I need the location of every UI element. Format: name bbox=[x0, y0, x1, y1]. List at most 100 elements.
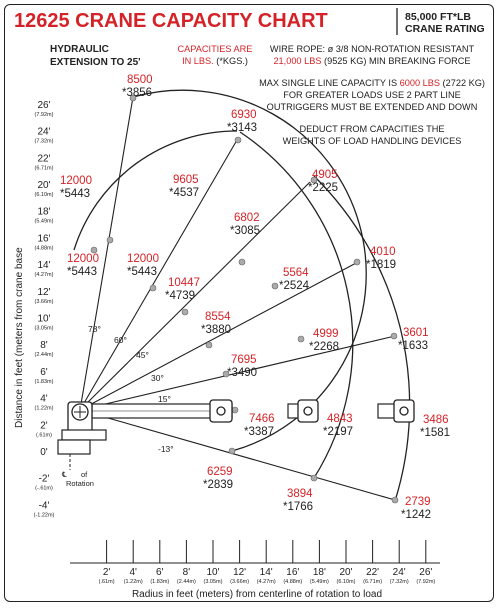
y-tick-metric: (-.61m) bbox=[35, 486, 53, 492]
capacity-kg: *2524 bbox=[279, 280, 310, 292]
capacity-label: 8554 *3880 bbox=[201, 311, 231, 336]
node bbox=[310, 474, 318, 482]
capacity-kg: *3085 bbox=[230, 225, 260, 237]
node bbox=[205, 341, 213, 349]
node bbox=[391, 496, 399, 504]
y-tick-label: 14' bbox=[37, 260, 50, 271]
angle-label-neg13: -13° bbox=[158, 444, 174, 454]
boom-section-1 bbox=[91, 399, 233, 423]
reach-arc-4 bbox=[313, 175, 411, 502]
y-tick-metric: (1.83m) bbox=[35, 379, 54, 385]
node bbox=[181, 308, 189, 316]
capacities-note-line-1: CAPACITIES ARE bbox=[178, 44, 253, 54]
capacity-kg: *3387 bbox=[244, 426, 274, 438]
x-tick-label: 22' bbox=[366, 567, 379, 578]
node bbox=[353, 258, 361, 266]
capacity-kg: *2225 bbox=[308, 182, 338, 194]
y-tick-metric: (3.66m) bbox=[35, 299, 54, 305]
y-tick-metric: (5.49m) bbox=[35, 219, 54, 225]
x-axis-label: Radius in feet (meters) from centerline … bbox=[132, 589, 382, 600]
y-tick-metric: (6.10m) bbox=[35, 192, 54, 198]
capacity-lbs: 10447 bbox=[168, 277, 200, 289]
angle-ray-60 bbox=[79, 139, 238, 411]
node bbox=[231, 406, 239, 414]
y-tick-label: 6' bbox=[40, 367, 48, 378]
capacity-label: 6930 *3143 bbox=[227, 109, 257, 134]
y-tick-label: 20' bbox=[37, 180, 50, 191]
capacity-label: 3894 *1766 bbox=[283, 488, 313, 513]
angle-label-15: 15° bbox=[158, 394, 171, 404]
y-axis-ticks: 26'(7.92m) 24'(7.32m) 22'(6.71m) 20'(6.10m)… bbox=[34, 100, 55, 519]
angle-ray-45 bbox=[79, 181, 311, 411]
capacity-lbs: 9605 bbox=[173, 174, 199, 186]
x-tick-metric: (3.66m) bbox=[230, 579, 249, 585]
node bbox=[129, 94, 137, 102]
boom-section-3 bbox=[377, 399, 415, 423]
y-tick-metric: (.61m) bbox=[36, 432, 52, 438]
y-tick-label: -4' bbox=[39, 500, 50, 511]
rotation-label: Rotation bbox=[66, 479, 94, 488]
capacity-kg: *3880 bbox=[201, 324, 231, 336]
angle-label-60: 60° bbox=[114, 335, 127, 345]
y-tick-metric: (7.32m) bbox=[35, 139, 54, 145]
node bbox=[390, 332, 398, 340]
capacity-lbs: 4905 bbox=[312, 169, 338, 181]
y-tick-label: 16' bbox=[37, 233, 50, 244]
x-tick-label: 14' bbox=[260, 567, 273, 578]
capacity-label: 2739 *1242 bbox=[401, 496, 431, 521]
capacity-lbs: 4843 bbox=[327, 413, 353, 425]
capacity-label: 4010 *1819 bbox=[366, 246, 396, 271]
node bbox=[228, 447, 236, 455]
capacity-label: 12000 *5443 bbox=[127, 253, 159, 278]
x-tick-label: 26' bbox=[419, 567, 432, 578]
x-tick-metric: (6.71m) bbox=[363, 579, 382, 585]
angle-ray-78 bbox=[79, 96, 134, 411]
x-tick-metric: (5.49m) bbox=[310, 579, 329, 585]
max-line-capacity: MAX SINGLE LINE CAPACITY IS 6000 LBS (27… bbox=[259, 78, 485, 88]
capacity-kg: *1242 bbox=[401, 509, 431, 521]
x-tick-metric: (4.88m) bbox=[283, 579, 302, 585]
capacity-label: 8500 *3856 bbox=[122, 74, 153, 99]
angle-label-45: 45° bbox=[136, 350, 149, 360]
x-tick-label: 2' bbox=[103, 567, 111, 578]
capacity-lbs: 3486 bbox=[423, 414, 449, 426]
reach-arc-3 bbox=[239, 131, 354, 479]
greater-loads-note: FOR GREATER LOADS USE 2 PART LINE bbox=[283, 90, 461, 100]
y-tick-metric: (2.44m) bbox=[35, 352, 54, 358]
x-tick-label: 20' bbox=[339, 567, 352, 578]
capacity-kg: *4739 bbox=[165, 290, 195, 302]
x-tick-metric: (.61m) bbox=[99, 579, 115, 585]
capacity-lbs: 8500 bbox=[127, 74, 153, 86]
capacity-lbs: 6930 bbox=[231, 109, 257, 121]
y-tick-label: 8' bbox=[40, 340, 48, 351]
x-tick-label: 10' bbox=[206, 567, 219, 578]
chart-title: 12625 CRANE CAPACITY CHART bbox=[14, 10, 328, 32]
x-tick-label: 8' bbox=[183, 567, 191, 578]
capacity-lbs: 12000 bbox=[67, 253, 99, 265]
node bbox=[297, 335, 305, 343]
deduct-note-line-1: DEDUCT FROM CAPACITIES THE bbox=[300, 124, 445, 134]
boom-angle-rays bbox=[79, 96, 396, 501]
y-tick-label: 2' bbox=[40, 420, 48, 431]
capacity-kg: *1581 bbox=[420, 427, 450, 439]
x-tick-metric: (6.10m) bbox=[337, 579, 356, 585]
capacity-label: 12000 *5443 bbox=[67, 253, 99, 278]
deduct-note-line-2: WEIGHTS OF LOAD HANDLING DEVICES bbox=[283, 136, 462, 146]
wire-rope-line-2: 21,000 LBS (9525 KG) MIN BREAKING FORCE bbox=[273, 56, 470, 66]
capacity-lbs: 4010 bbox=[370, 246, 396, 258]
capacity-lbs: 4999 bbox=[313, 328, 339, 340]
y-tick-label: 26' bbox=[37, 100, 50, 111]
capacity-lbs: 3894 bbox=[287, 488, 313, 500]
capacity-kg: *2839 bbox=[203, 479, 233, 491]
y-tick-metric: (7.92m) bbox=[35, 112, 54, 118]
hydraulic-line-1: HYDRAULIC bbox=[50, 44, 109, 55]
capacity-lbs: 6259 bbox=[207, 466, 233, 478]
angle-label-30: 30° bbox=[151, 373, 164, 383]
y-tick-label: 10' bbox=[37, 314, 50, 325]
rotation-label-of: of bbox=[81, 470, 88, 479]
capacity-kg: *3490 bbox=[227, 367, 257, 379]
node bbox=[106, 236, 114, 244]
capacity-label: 7466 *3387 bbox=[244, 413, 275, 438]
capacity-lbs: 6802 bbox=[234, 212, 260, 224]
capacity-kg: *2197 bbox=[323, 426, 353, 438]
